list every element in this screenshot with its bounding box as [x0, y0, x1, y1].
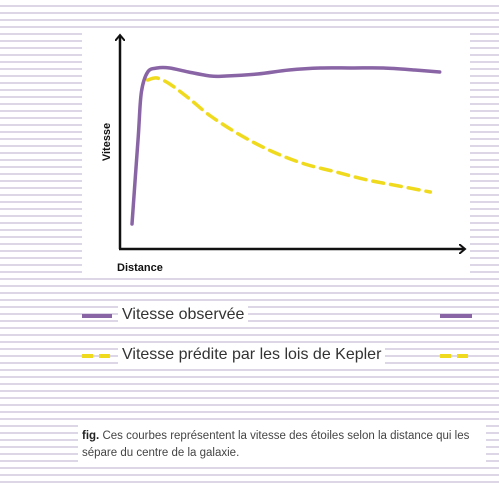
legend-entry-observed: Vitesse observée	[82, 304, 472, 328]
series-line-predicted	[145, 76, 433, 194]
figure-caption: fig. Ces courbes représentent la vitesse…	[78, 424, 486, 466]
series-line-observed	[130, 65, 442, 226]
legend-swatch-predicted	[82, 354, 112, 358]
caption-prefix: fig.	[82, 430, 100, 442]
legend-label-observed: Vitesse observée	[118, 304, 249, 326]
legend-swatch-observed	[82, 314, 112, 318]
series-layer	[130, 65, 442, 226]
legend-entry-predicted: Vitesse prédite par les lois de Kepler	[82, 344, 472, 368]
y-axis-label: Vitesse	[101, 123, 113, 161]
velocity-chart: Vitesse Distance	[101, 0, 499, 274]
caption-text: Ces courbes représentent la vitesse des …	[82, 430, 470, 459]
legend-line-predicted-end	[440, 354, 472, 358]
legend-line-observed-end	[440, 314, 472, 318]
x-axis-label: Distance	[117, 262, 163, 274]
legend-label-predicted: Vitesse prédite par les lois de Kepler	[118, 344, 386, 366]
